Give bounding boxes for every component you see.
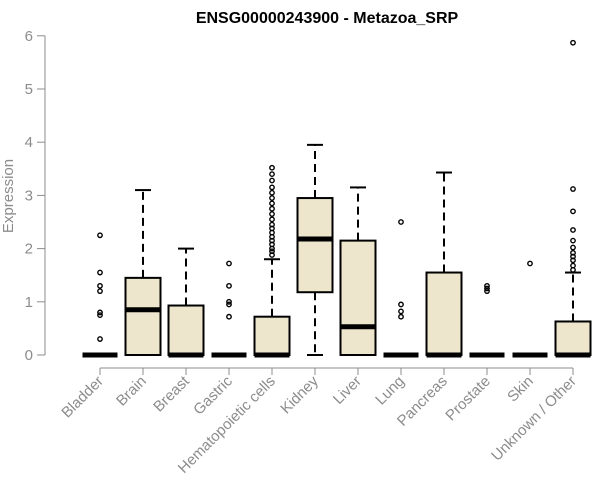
box-iqr <box>167 304 205 356</box>
box-iqr <box>554 320 592 357</box>
y-tick-label: 0 <box>25 347 33 364</box>
box-group <box>296 143 334 356</box>
outlier-point <box>398 308 404 315</box>
outlier-point <box>398 313 404 320</box>
outlier-point <box>570 266 576 273</box>
chart-title: ENSG00000243900 - Metazoa_SRP <box>196 10 459 27</box>
y-tick-label: 4 <box>25 134 33 151</box>
outlier-point <box>97 312 103 318</box>
outlier-point <box>269 211 275 217</box>
x-tick-label: Liver <box>330 373 365 408</box>
outlier-point <box>269 189 275 196</box>
y-tick-label: 6 <box>25 28 33 45</box>
outlier-point <box>570 186 576 192</box>
outlier-point <box>527 260 533 267</box>
box-group <box>339 186 377 356</box>
outlier-point <box>269 177 275 184</box>
x-tick-label: Skin <box>504 373 537 406</box>
box-group <box>82 232 118 358</box>
outlier-point <box>269 205 275 212</box>
box-group <box>383 219 419 358</box>
outlier-point <box>226 313 232 320</box>
box-group <box>469 282 505 358</box>
outlier-point <box>484 285 490 292</box>
box-group <box>512 260 548 358</box>
outlier-point <box>97 336 103 342</box>
outlier-point <box>269 184 275 191</box>
y-tick-label: 3 <box>25 187 33 204</box>
outlier-point <box>97 269 103 276</box>
y-tick-label: 5 <box>25 81 33 98</box>
box-iqr <box>124 276 162 356</box>
x-tick-label: Prostate <box>442 373 494 425</box>
outlier-point <box>570 257 576 264</box>
outlier-point <box>97 309 103 316</box>
outlier-point <box>398 219 404 225</box>
box-group <box>554 39 592 358</box>
box-group <box>167 247 205 358</box>
y-tick-label: 1 <box>25 294 33 311</box>
outlier-point <box>97 288 103 295</box>
outlier-point <box>570 39 576 46</box>
outlier-point <box>269 252 275 258</box>
boxes-layer <box>82 39 592 358</box>
x-tick-label: Lung <box>372 373 408 409</box>
outlier-point <box>269 245 275 252</box>
box-group <box>425 171 463 358</box>
outlier-point <box>269 200 275 207</box>
x-tick-label: Bladder <box>58 373 107 422</box>
outlier-point <box>570 244 576 251</box>
outlier-point <box>484 282 490 289</box>
outlier-point <box>570 237 576 244</box>
x-tick-label: Breast <box>150 372 193 415</box>
outlier-point <box>226 298 232 305</box>
x-tick-label: Brain <box>113 373 150 410</box>
outlier-point <box>570 208 576 215</box>
outlier-point <box>269 195 275 201</box>
outlier-point <box>269 171 275 178</box>
outlier-point <box>226 301 232 308</box>
outlier-point <box>269 216 275 223</box>
y-axis: 0 1 2 3 4 5 6 <box>25 28 46 364</box>
outlier-point <box>398 301 404 308</box>
box-iqr <box>296 197 334 294</box>
outlier-point <box>226 260 232 267</box>
box-iqr <box>253 315 291 357</box>
outlier-point <box>570 227 576 233</box>
x-tick-label: Kidney <box>277 372 322 417</box>
box-group <box>211 260 247 358</box>
box-iqr <box>425 271 463 357</box>
box-group <box>124 189 162 356</box>
outlier-point <box>97 282 103 289</box>
y-axis-label: Expression <box>0 159 17 233</box>
outlier-point <box>484 288 490 295</box>
box-iqr <box>339 239 377 356</box>
box-group <box>253 164 291 358</box>
y-tick-label: 2 <box>25 241 33 258</box>
outlier-point <box>226 282 232 289</box>
outlier-point <box>269 164 275 171</box>
outlier-point <box>97 232 103 239</box>
